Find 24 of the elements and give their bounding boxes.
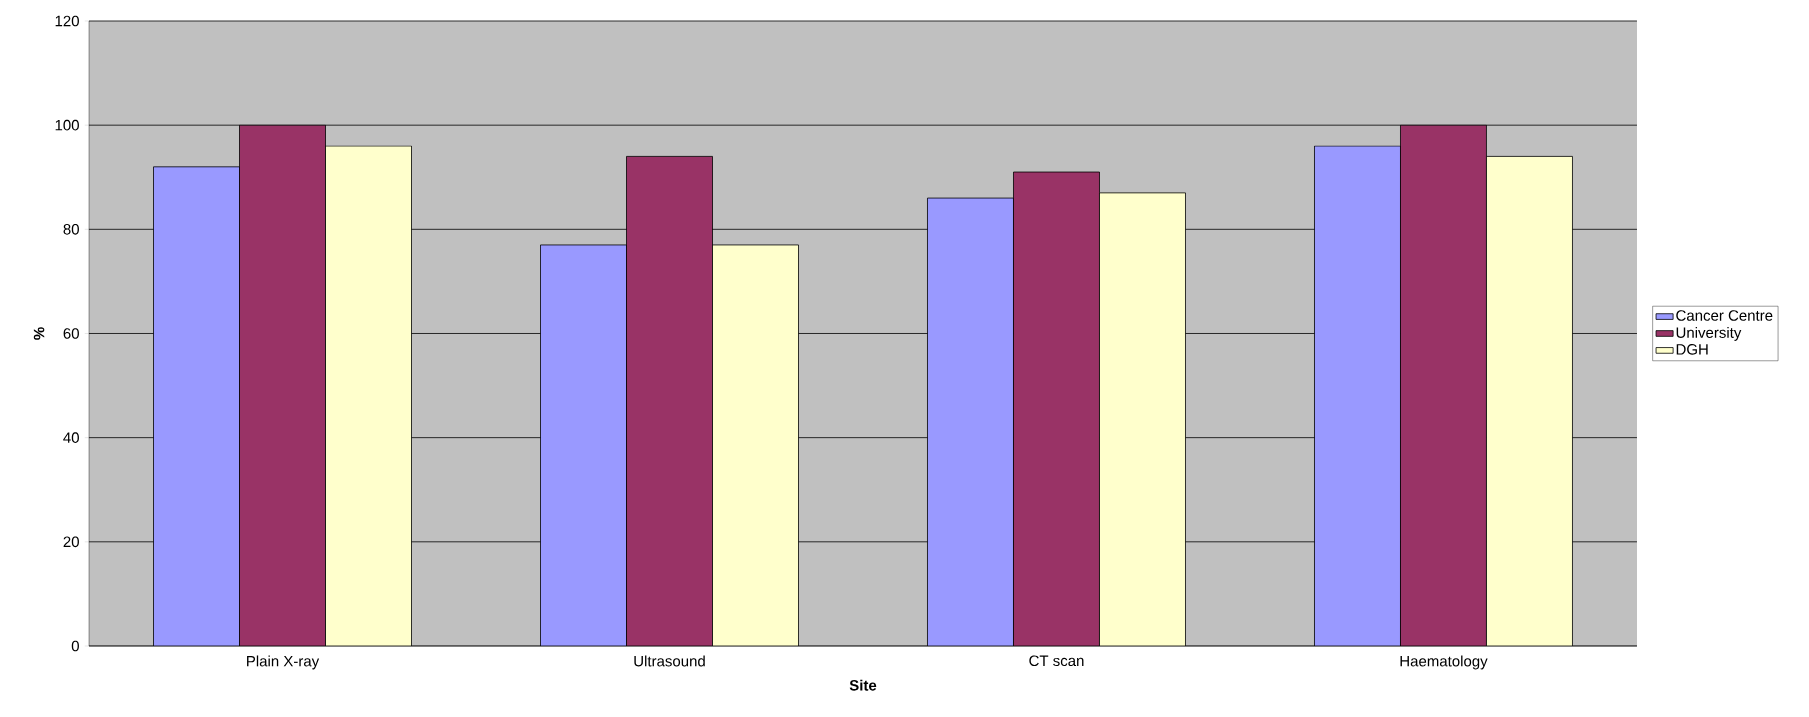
y-tick-label: 60 (63, 328, 79, 339)
bar (325, 145, 412, 646)
x-tick-label: CT scan (1029, 655, 1084, 667)
bar (1013, 171, 1100, 646)
bar (1400, 124, 1487, 646)
y-tick-label: 120 (55, 15, 79, 27)
x-tick-label: Plain X-ray (247, 655, 320, 670)
x-tick-label: Haematology (1400, 655, 1488, 670)
legend-label: DGH (1676, 344, 1708, 355)
bar (1486, 156, 1573, 646)
y-tick-label: 100 (55, 119, 79, 131)
y-tick-label: 80 (63, 224, 79, 235)
bar (712, 244, 799, 646)
bar (626, 156, 713, 646)
bar (239, 124, 326, 646)
legend-label: Cancer Centre (1676, 310, 1773, 321)
y-tick-label: 20 (63, 536, 79, 548)
y-tick-label: 40 (63, 432, 79, 443)
y-axis-title: % (33, 327, 45, 340)
x-tick-label: Ultrasound (634, 655, 705, 667)
bar (1099, 192, 1186, 646)
x-axis-title: Site (849, 679, 877, 691)
y-tick-label: 0 (71, 640, 79, 652)
legend-label: University (1676, 326, 1742, 341)
